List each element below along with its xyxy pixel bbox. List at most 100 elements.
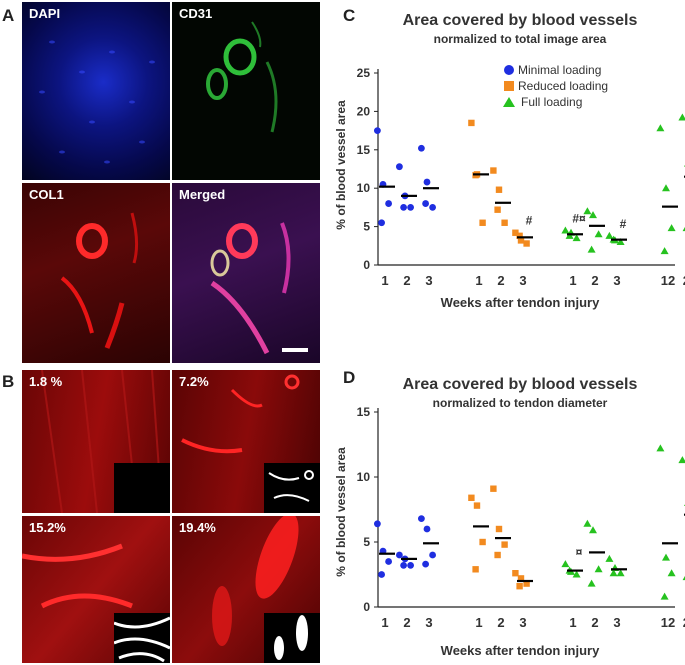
chart-c-point [656,124,665,132]
chart-d-point [523,580,530,587]
chart-c-title: Area covered by blood vessels [403,12,638,29]
chart-c-xtick-label: 3 [425,273,432,288]
chart-c-point [589,211,597,219]
panel-letter-d: D [343,368,356,387]
b4-vessel-graphic [212,516,299,646]
chart-c-point [616,237,625,245]
legend-marker-minimal [504,65,514,75]
tile-label-dapi: DAPI [29,6,61,21]
chart-d-point [678,456,685,464]
chart-c-point [517,237,525,244]
legend-marker-full [503,97,515,107]
chart-c-point [678,113,685,121]
micrograph-merged: Merged [172,183,320,363]
chart-c-point [385,200,392,207]
panel-letter-a: A [2,6,15,25]
chart-c-xtick-label: 1 [381,273,388,288]
cd31-vessel-graphic [206,21,278,133]
chart-c-point [494,206,501,213]
chart-d-xlabel: Weeks after tendon injury [441,643,600,658]
chart-d-xtick-label: 2 [497,615,504,630]
chart-c-point [512,229,519,236]
binary-inset-b2 [264,463,320,513]
chart-d-ylabel: % of blood vessel area [334,447,348,577]
chart-c-point [396,163,403,171]
tile-label-b2: 7.2% [179,374,209,389]
b2-vessel-graphic [181,374,300,454]
micrograph-col1: COL1 [22,183,170,363]
chart-d-point [490,485,497,492]
chart-d-ytick-label: 5 [363,535,370,549]
tile-label-cd31: CD31 [179,6,213,21]
micrograph-b2: 7.2% [172,370,320,513]
chart-d-point [473,502,481,509]
chart-c-point [423,178,431,186]
chart-c-xtick-label: 2 [403,273,410,288]
chart-d-subtitle: normalized to tendon diameter [433,396,608,410]
chart-c-xtick-label: 2 [497,273,504,288]
chart-d-xtick-label: 3 [613,615,620,630]
micrograph-cd31: CD31 [172,2,320,180]
chart-d-xtick-label: 2 [591,615,598,630]
chart-c-point [495,186,503,193]
chart-d-xtick-label: 12 [661,615,675,630]
chart-c-point [374,127,381,134]
tile-label-b4: 19.4% [179,520,216,535]
chart-c-point [605,231,614,239]
chart-d-xtick-label: 2 [403,615,410,630]
micrograph-b1: 1.8 % [22,370,170,513]
chart-c-point [561,226,570,234]
tile-label-b3: 15.2% [29,520,66,535]
chart-c-xtick-label: 3 [519,273,526,288]
chart-c-ytick-label: 25 [357,66,371,80]
chart-d-point [656,444,665,452]
chart-d-point [609,569,618,577]
chart-d-point [561,560,570,568]
chart-c-point [523,240,530,247]
chart-c-xlabel: Weeks after tendon injury [441,295,600,310]
chart-d-point [572,570,581,578]
chart-c-annotation: #¤ [572,211,586,225]
panel-letter-b: B [2,372,15,391]
chart-c-ytick-label: 15 [357,143,371,157]
chart-c-ytick-label: 20 [357,104,371,118]
chart-c-point [662,184,670,192]
chart-c-ylabel: % of blood vessel area [334,100,348,230]
chart-c-point [501,219,508,226]
chart-c-xtick-label: 3 [613,273,620,288]
chart-d-xtick-label: 20 [683,615,685,630]
chart-c: Area covered by blood vessels normalized… [334,12,685,310]
chart-d-point [667,569,676,577]
chart-d-point [378,571,385,578]
chart-d-point [583,519,592,527]
binary-inset-b4 [264,613,320,663]
chart-d-point [662,553,670,561]
scale-bar [282,348,308,352]
chart-d-point [407,562,414,569]
binary-inset-b3 [114,613,170,663]
chart-d-xtick-label: 1 [569,615,576,630]
chart-d-point [616,569,625,577]
chart-d-xtick-label: 1 [475,615,482,630]
merged-vessel-graphic [210,222,308,355]
chart-d-xtick-label: 3 [519,615,526,630]
chart-c-point [660,247,669,255]
micrograph-b3: 15.2% [22,516,170,663]
chart-c-ytick-label: 0 [363,258,370,272]
legend-label-full: Full loading [521,95,582,109]
chart-c-xtick-label: 2 [591,273,598,288]
chart-c-point [572,234,581,242]
legend-label-minimal: Minimal loading [518,63,601,77]
chart-c-point [418,144,425,152]
chart-d-point [472,566,479,573]
chart-d-point [418,515,425,522]
chart-d-point [589,526,597,534]
chart-c-point [490,167,497,174]
dapi-nuclei-graphic [39,40,155,164]
chart-d: Area covered by blood vessels normalized… [334,376,685,658]
legend-marker-reduced [504,81,514,91]
chart-c-point [516,232,523,240]
chart-c-point [587,245,596,253]
binary-inset-b1 [114,463,170,513]
chart-d-point [423,525,431,533]
